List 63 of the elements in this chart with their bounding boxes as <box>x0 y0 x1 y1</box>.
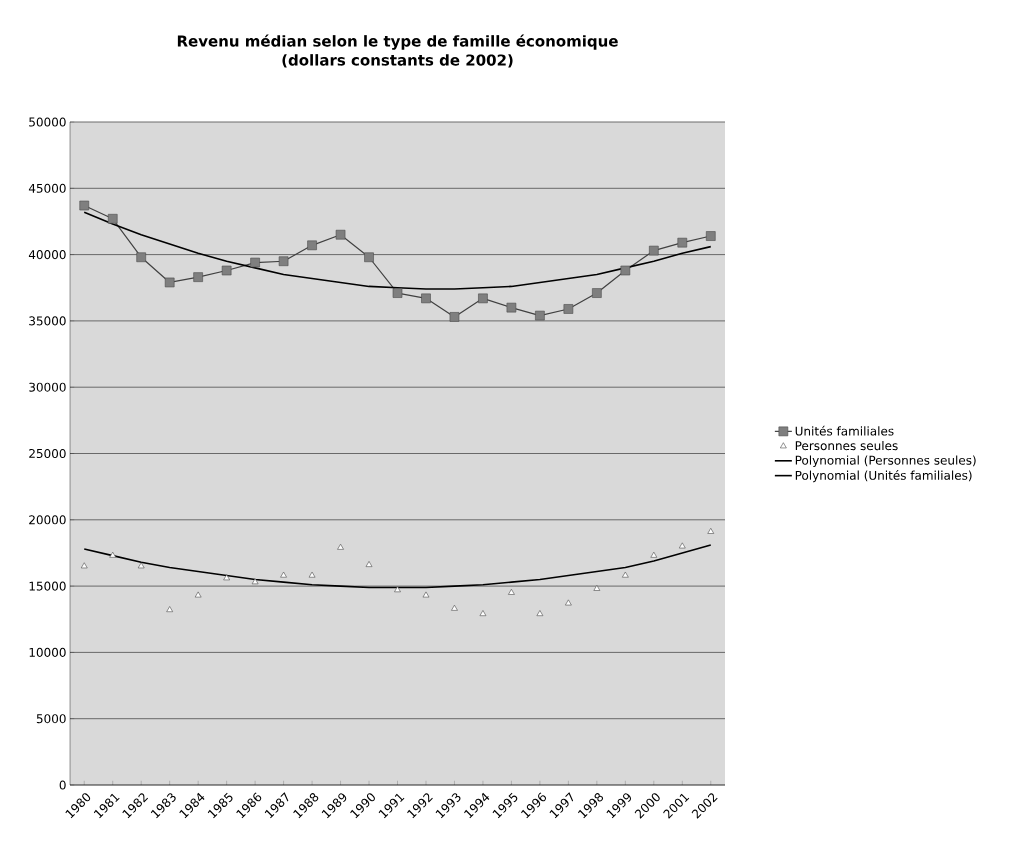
point <box>449 312 460 322</box>
legend-label: Unités familiales <box>795 425 894 436</box>
point <box>536 610 544 616</box>
point <box>705 231 716 241</box>
point <box>221 265 232 276</box>
point <box>506 302 517 313</box>
point <box>677 237 688 248</box>
point <box>565 599 572 606</box>
point <box>80 562 88 569</box>
point <box>79 200 90 211</box>
point <box>593 584 601 591</box>
y-tick-label: 40000 <box>28 250 66 260</box>
point <box>164 277 175 288</box>
chart-subtitle: (dollars constants de 2002) <box>282 54 513 68</box>
point <box>392 288 403 298</box>
point <box>508 588 515 595</box>
point <box>280 571 287 578</box>
y-tick-label: 0 <box>59 780 66 790</box>
chart-title: Revenu médian selon le type de famille économique <box>177 34 618 50</box>
point <box>479 610 487 616</box>
point <box>563 304 574 314</box>
point <box>166 606 174 613</box>
point <box>535 310 545 321</box>
point <box>451 604 458 611</box>
legend-label: Polynomial (Unités familiales) <box>795 470 972 483</box>
y-tick-label: 45000 <box>28 183 66 193</box>
point <box>307 240 317 251</box>
point <box>394 586 401 593</box>
legend-label: Personnes seules <box>795 440 898 451</box>
y-tick-label: 25000 <box>29 448 66 459</box>
point <box>678 542 686 549</box>
y-tick-label: 50000 <box>29 117 66 127</box>
point <box>592 288 602 298</box>
point <box>650 551 658 558</box>
y-tick-label: 20000 <box>29 515 66 525</box>
point <box>109 551 117 558</box>
point <box>364 252 374 263</box>
point <box>250 257 260 268</box>
point <box>335 229 346 240</box>
point <box>107 213 118 224</box>
point <box>707 527 715 534</box>
point <box>421 293 431 304</box>
point <box>365 561 373 567</box>
point <box>193 272 203 282</box>
legend-label: Polynomial (Personnes seules) <box>795 455 976 468</box>
point <box>308 571 316 578</box>
point <box>478 293 488 304</box>
point <box>620 265 631 276</box>
y-tick-label: 15000 <box>29 581 66 591</box>
point <box>194 591 202 598</box>
y-tick-label: 35000 <box>29 316 66 326</box>
y-tick-label: 30000 <box>29 382 66 392</box>
point <box>278 256 289 267</box>
point <box>137 562 145 569</box>
y-tick-label: 5000 <box>36 714 66 724</box>
y-tick-label: 10000 <box>29 647 66 657</box>
point <box>223 574 230 581</box>
point <box>422 591 430 598</box>
point <box>622 571 629 578</box>
point <box>649 245 659 256</box>
point <box>337 543 344 550</box>
point <box>251 578 259 585</box>
point <box>136 252 146 263</box>
